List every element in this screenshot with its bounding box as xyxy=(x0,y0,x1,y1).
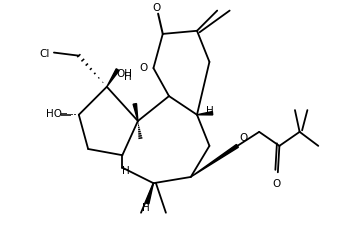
Polygon shape xyxy=(197,112,213,115)
Text: O: O xyxy=(152,2,161,12)
Text: HO: HO xyxy=(46,109,62,119)
Polygon shape xyxy=(107,70,119,87)
Text: H: H xyxy=(206,106,214,116)
Text: O: O xyxy=(140,62,148,72)
Text: Cl: Cl xyxy=(40,48,50,58)
Text: O: O xyxy=(239,133,247,142)
Text: O: O xyxy=(272,178,281,188)
Text: H: H xyxy=(142,202,149,213)
Text: OH: OH xyxy=(116,69,132,79)
Polygon shape xyxy=(146,183,153,204)
Text: H: H xyxy=(124,72,132,81)
Polygon shape xyxy=(133,104,138,122)
Polygon shape xyxy=(191,145,238,177)
Text: H: H xyxy=(122,165,129,175)
